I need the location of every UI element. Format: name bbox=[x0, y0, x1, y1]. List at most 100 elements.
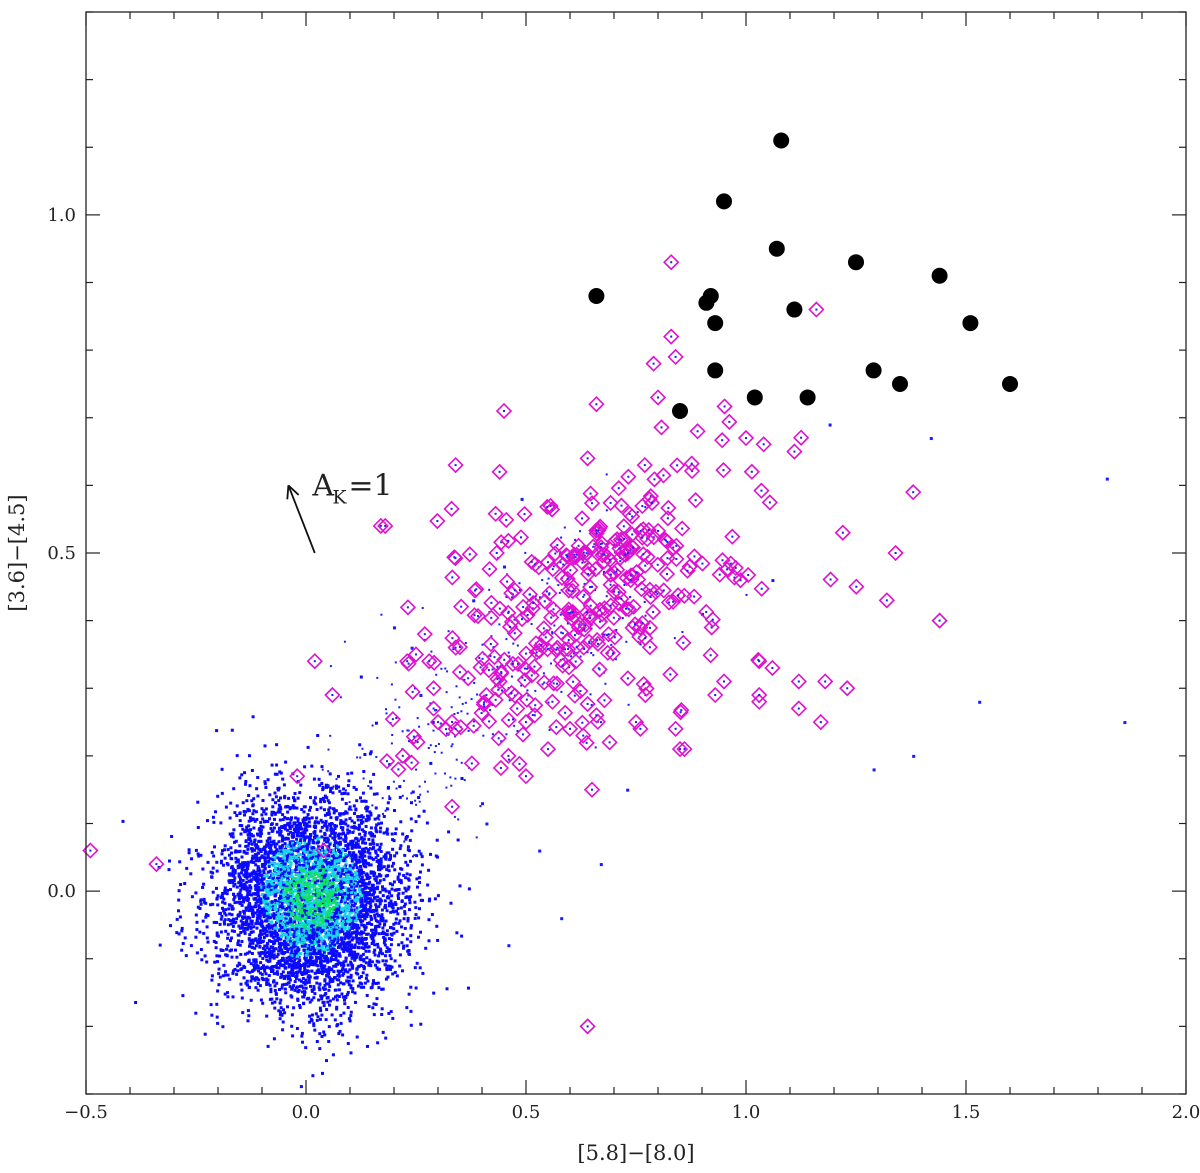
density-point bbox=[317, 899, 321, 903]
density-point bbox=[177, 909, 180, 913]
density-point bbox=[228, 949, 232, 953]
density-point bbox=[243, 896, 247, 900]
density-point bbox=[253, 911, 257, 915]
density-point bbox=[256, 794, 260, 798]
density-point bbox=[359, 865, 363, 869]
density-point bbox=[357, 868, 361, 872]
density-point bbox=[346, 975, 350, 979]
density-point bbox=[245, 851, 249, 855]
density-point bbox=[238, 963, 242, 967]
density-point bbox=[432, 991, 436, 995]
density-point bbox=[285, 974, 288, 978]
density-point bbox=[383, 905, 387, 909]
density-point bbox=[328, 772, 332, 776]
density-point bbox=[325, 882, 328, 886]
density-point bbox=[320, 888, 324, 892]
density-point bbox=[256, 776, 260, 779]
density-point bbox=[286, 837, 290, 841]
density-point bbox=[329, 956, 333, 960]
density-point bbox=[382, 815, 386, 818]
density-point bbox=[297, 934, 301, 938]
density-point bbox=[333, 907, 337, 911]
density-point bbox=[347, 807, 351, 811]
density-point bbox=[240, 886, 244, 890]
density-point bbox=[338, 789, 342, 793]
density-point bbox=[298, 905, 301, 909]
density-point bbox=[369, 918, 373, 922]
density-point bbox=[305, 927, 309, 930]
density-point bbox=[350, 873, 354, 877]
density-point bbox=[243, 922, 246, 926]
density-point bbox=[295, 834, 299, 838]
density-point bbox=[350, 921, 354, 925]
density-point bbox=[330, 915, 334, 919]
density-point bbox=[422, 809, 426, 813]
density-point bbox=[259, 941, 263, 944]
density-point bbox=[348, 922, 352, 926]
density-point bbox=[273, 772, 277, 776]
density-point bbox=[374, 856, 378, 860]
density-point bbox=[413, 916, 417, 920]
density-point bbox=[299, 868, 303, 872]
density-point bbox=[291, 875, 295, 879]
density-point bbox=[297, 940, 301, 943]
density-point bbox=[258, 954, 262, 958]
density-point bbox=[379, 863, 383, 867]
density-point bbox=[251, 909, 255, 912]
density-point bbox=[264, 904, 268, 908]
density-point bbox=[360, 814, 364, 818]
density-point bbox=[333, 937, 337, 941]
density-point bbox=[403, 912, 407, 916]
density-point bbox=[379, 947, 382, 951]
density-point bbox=[302, 857, 306, 861]
density-point bbox=[376, 920, 380, 924]
density-point bbox=[275, 884, 278, 888]
density-point bbox=[308, 851, 312, 855]
density-point bbox=[382, 865, 386, 869]
density-point bbox=[351, 953, 355, 957]
density-point bbox=[331, 997, 335, 1001]
density-point bbox=[282, 959, 286, 963]
density-point bbox=[271, 874, 275, 877]
density-point bbox=[337, 836, 341, 840]
density-point bbox=[354, 891, 358, 895]
density-point bbox=[396, 875, 400, 879]
density-point bbox=[340, 897, 344, 901]
density-point bbox=[370, 856, 374, 860]
density-point bbox=[295, 837, 299, 841]
density-point bbox=[306, 920, 310, 924]
density-point bbox=[382, 855, 386, 859]
density-point bbox=[285, 894, 289, 898]
density-point bbox=[299, 874, 303, 878]
density-point bbox=[294, 905, 298, 909]
density-point bbox=[266, 778, 270, 782]
density-point bbox=[263, 782, 267, 786]
density-point bbox=[335, 866, 339, 869]
density-point bbox=[337, 995, 341, 998]
density-point bbox=[373, 872, 377, 875]
density-point bbox=[244, 780, 248, 783]
density-point bbox=[272, 876, 276, 880]
density-point bbox=[309, 796, 312, 800]
density-point bbox=[272, 915, 276, 919]
density-point bbox=[298, 1004, 302, 1007]
density-point bbox=[399, 820, 403, 824]
density-point bbox=[320, 997, 324, 1001]
density-point bbox=[283, 862, 287, 866]
density-point bbox=[211, 890, 215, 894]
density-point bbox=[296, 952, 300, 956]
density-point bbox=[261, 888, 265, 892]
density-point bbox=[202, 900, 206, 904]
density-point bbox=[346, 1006, 350, 1009]
density-point bbox=[368, 880, 372, 884]
density-point bbox=[358, 957, 362, 961]
density-point bbox=[307, 820, 311, 824]
density-point bbox=[335, 919, 339, 923]
density-point bbox=[378, 848, 381, 852]
density-point bbox=[319, 881, 323, 885]
density-point bbox=[424, 946, 428, 950]
density-point bbox=[280, 856, 284, 860]
density-point bbox=[344, 956, 348, 960]
density-point bbox=[283, 823, 287, 827]
density-point bbox=[400, 941, 404, 945]
